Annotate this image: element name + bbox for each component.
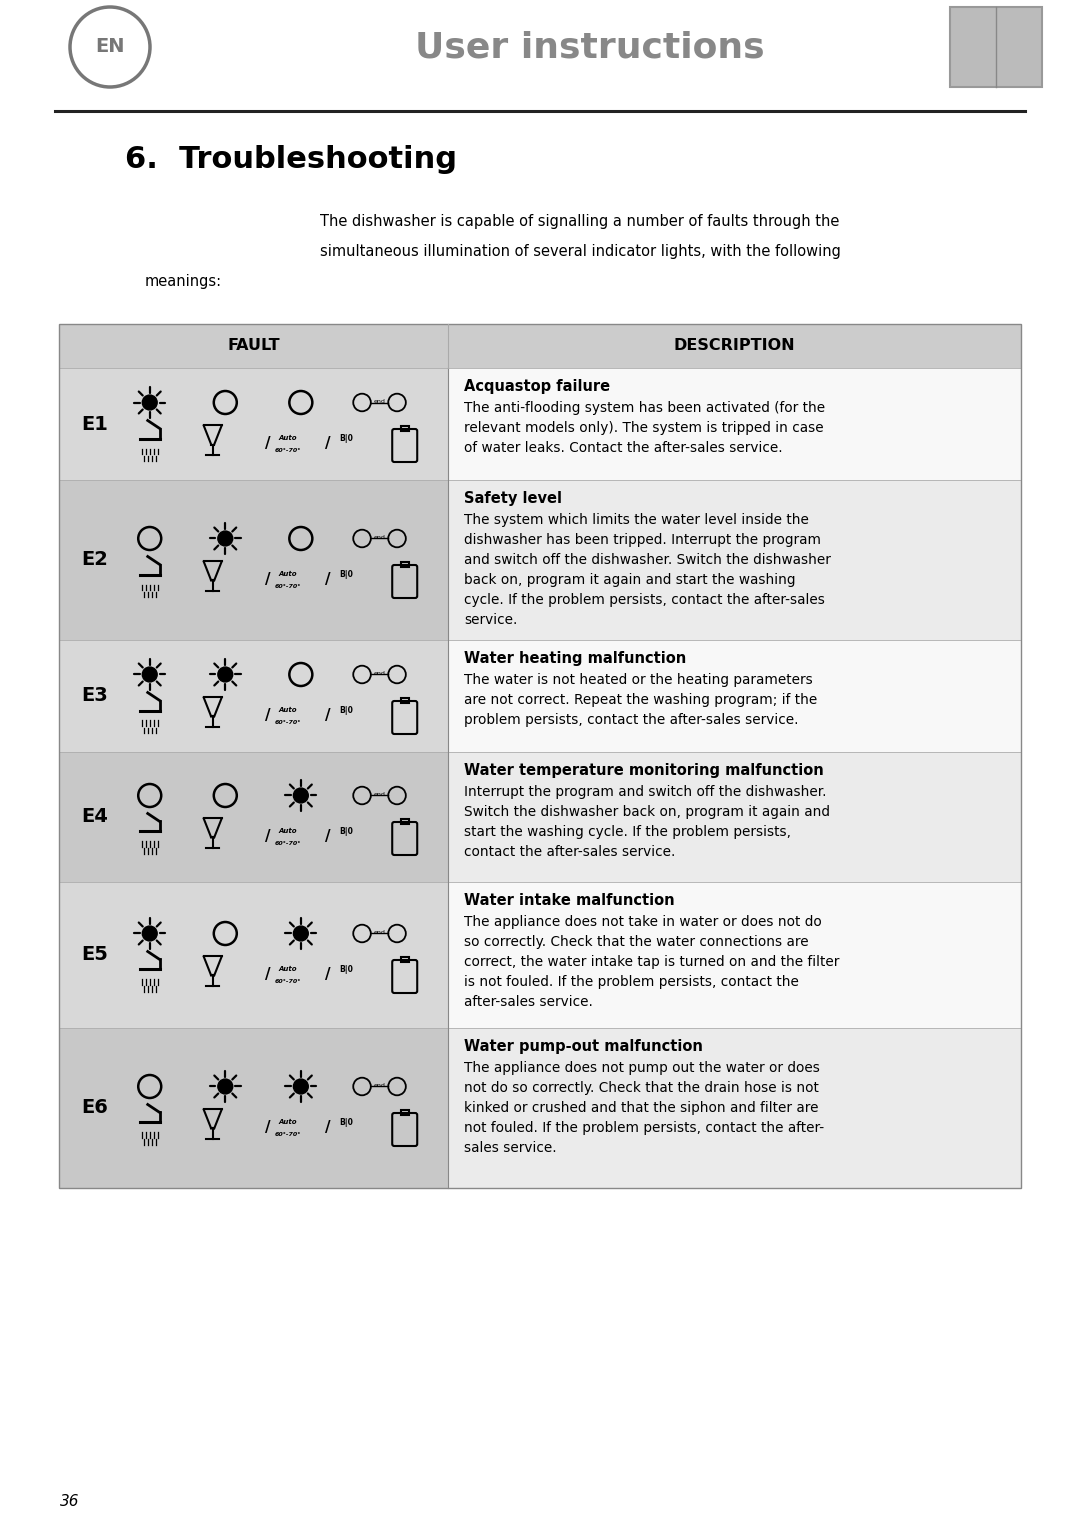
FancyBboxPatch shape [448, 882, 1021, 1027]
Text: /: / [265, 436, 270, 451]
Text: end: end [374, 1083, 386, 1087]
Text: E4: E4 [81, 807, 108, 827]
Text: E6: E6 [81, 1098, 108, 1118]
FancyBboxPatch shape [448, 641, 1021, 752]
Text: Auto: Auto [279, 1119, 297, 1125]
Circle shape [218, 531, 232, 546]
Text: /: / [325, 436, 330, 451]
Text: E1: E1 [81, 414, 108, 434]
Text: Interrupt the program and switch off the dishwasher.
Switch the dishwasher back : Interrupt the program and switch off the… [464, 784, 831, 859]
Text: 60°-70°: 60°-70° [275, 448, 301, 453]
Text: Water pump-out malfunction: Water pump-out malfunction [464, 1040, 703, 1053]
Text: 60°-70°: 60°-70° [275, 841, 301, 846]
Text: User instructions: User instructions [415, 31, 765, 64]
Text: /: / [325, 829, 330, 844]
Text: B|0: B|0 [339, 965, 353, 974]
Text: Acquastop failure: Acquastop failure [464, 379, 610, 394]
FancyBboxPatch shape [448, 368, 1021, 480]
Text: end: end [374, 671, 386, 676]
Text: 60°-70°: 60°-70° [275, 1131, 301, 1138]
FancyBboxPatch shape [59, 1027, 448, 1188]
Circle shape [218, 1079, 232, 1093]
Text: 60°-70°: 60°-70° [275, 584, 301, 589]
Text: E3: E3 [81, 687, 108, 705]
Text: Auto: Auto [279, 708, 297, 714]
Text: /: / [265, 708, 270, 723]
Text: 60°-70°: 60°-70° [275, 979, 301, 985]
Text: 36: 36 [60, 1494, 80, 1509]
Text: /: / [325, 572, 330, 587]
Text: /: / [265, 966, 270, 982]
Text: The anti-flooding system has been activated (for the
relevant models only). The : The anti-flooding system has been activa… [464, 401, 825, 456]
Text: FAULT: FAULT [228, 338, 280, 353]
Circle shape [218, 667, 232, 682]
Text: /: / [265, 829, 270, 844]
Text: B|0: B|0 [339, 1118, 353, 1127]
Text: end: end [374, 399, 386, 404]
Circle shape [294, 787, 308, 803]
Text: /: / [325, 966, 330, 982]
Text: /: / [265, 572, 270, 587]
Circle shape [143, 667, 158, 682]
Text: /: / [325, 1121, 330, 1135]
Text: B|0: B|0 [339, 827, 353, 836]
Text: /: / [265, 1121, 270, 1135]
Text: 60°-70°: 60°-70° [275, 720, 301, 725]
Text: The appliance does not take in water or does not do
so correctly. Check that the: The appliance does not take in water or … [464, 914, 839, 1009]
FancyBboxPatch shape [59, 752, 448, 882]
Text: end: end [374, 792, 386, 797]
FancyBboxPatch shape [448, 480, 1021, 641]
Text: /: / [325, 708, 330, 723]
Text: end: end [374, 930, 386, 934]
FancyBboxPatch shape [448, 752, 1021, 882]
FancyBboxPatch shape [59, 324, 1021, 368]
Circle shape [143, 927, 158, 940]
Circle shape [294, 927, 308, 940]
Text: Auto: Auto [279, 572, 297, 578]
FancyBboxPatch shape [59, 368, 448, 480]
Text: simultaneous illumination of several indicator lights, with the following: simultaneous illumination of several ind… [320, 245, 840, 258]
Text: Auto: Auto [279, 436, 297, 442]
Text: Water heating malfunction: Water heating malfunction [464, 651, 687, 667]
Text: Water intake malfunction: Water intake malfunction [464, 893, 675, 908]
Text: 6.  Troubleshooting: 6. Troubleshooting [125, 145, 457, 173]
Text: E2: E2 [81, 550, 108, 569]
FancyBboxPatch shape [59, 641, 448, 752]
FancyBboxPatch shape [950, 8, 1042, 87]
FancyBboxPatch shape [59, 882, 448, 1027]
Text: The system which limits the water level inside the
dishwasher has been tripped. : The system which limits the water level … [464, 514, 832, 627]
Text: B|0: B|0 [339, 570, 353, 579]
Text: EN: EN [95, 38, 125, 57]
Text: B|0: B|0 [339, 706, 353, 716]
Text: Water temperature monitoring malfunction: Water temperature monitoring malfunction [464, 763, 824, 778]
Text: Safety level: Safety level [464, 491, 563, 506]
Circle shape [294, 1079, 308, 1093]
Text: B|0: B|0 [339, 434, 353, 443]
Text: end: end [374, 535, 386, 540]
Text: Auto: Auto [279, 829, 297, 835]
Text: The water is not heated or the heating parameters
are not correct. Repeat the wa: The water is not heated or the heating p… [464, 673, 818, 728]
FancyBboxPatch shape [448, 1027, 1021, 1188]
Text: The appliance does not pump out the water or does
not do so correctly. Check tha: The appliance does not pump out the wate… [464, 1061, 824, 1156]
Text: meanings:: meanings: [145, 274, 222, 289]
FancyBboxPatch shape [59, 480, 448, 641]
Circle shape [143, 394, 158, 410]
Text: The dishwasher is capable of signalling a number of faults through the: The dishwasher is capable of signalling … [321, 214, 839, 229]
Text: Auto: Auto [279, 966, 297, 972]
Text: DESCRIPTION: DESCRIPTION [674, 338, 795, 353]
Text: E5: E5 [81, 945, 108, 965]
